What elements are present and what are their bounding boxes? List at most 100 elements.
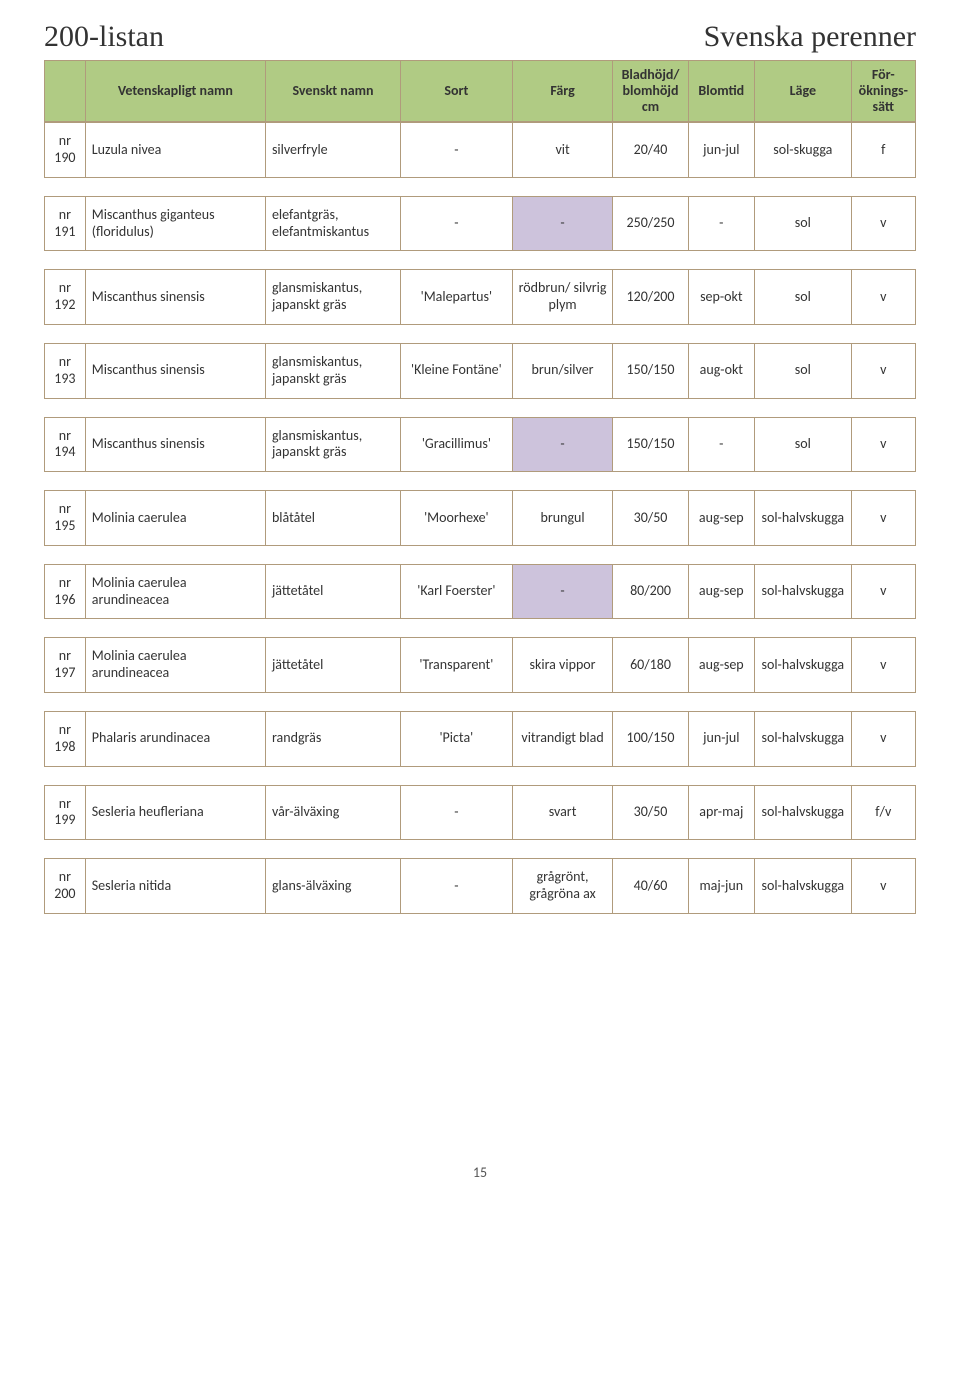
cell-sci: Molinia caerulea arundineacea [85, 564, 265, 619]
table-row: nr190Luzula niveasilverfryle-vit20/40jun… [44, 122, 916, 178]
cell-farg: grågrönt, grågröna ax [512, 859, 613, 914]
cell-sort: - [401, 785, 513, 840]
cell-farg: - [512, 564, 613, 619]
cell-sv: vår-älväxing [265, 785, 400, 840]
col-fok: För-öknings-sätt [851, 61, 915, 122]
cell-blom: aug-okt [688, 344, 755, 399]
cell-hojd: 30/50 [613, 491, 688, 546]
cell-fok: v [851, 859, 915, 914]
cell-blom: apr-maj [688, 785, 755, 840]
cell-lage: sol-halvskugga [755, 712, 852, 767]
cell-lage: sol-halvskugga [755, 859, 852, 914]
cell-fok: v [851, 270, 915, 325]
cell-nr: nr200 [45, 859, 86, 914]
col-hojd: Bladhöjd/blomhöjdcm [613, 61, 688, 122]
cell-nr: nr199 [45, 785, 86, 840]
cell-hojd: 120/200 [613, 270, 688, 325]
cell-lage: sol-skugga [755, 123, 852, 178]
cell-hojd: 60/180 [613, 638, 688, 693]
cell-sv: elefantgräs, elefantmiskantus [265, 196, 400, 251]
cell-fok: f/v [851, 785, 915, 840]
cell-hojd: 30/50 [613, 785, 688, 840]
cell-nr: nr197 [45, 638, 86, 693]
table-row: nr196Molinia caerulea arundineaceajättet… [44, 564, 916, 620]
cell-lage: sol-halvskugga [755, 638, 852, 693]
cell-nr: nr190 [45, 123, 86, 178]
cell-sci: Miscanthus sinensis [85, 344, 265, 399]
cell-blom: maj-jun [688, 859, 755, 914]
cell-sci: Sesleria nitida [85, 859, 265, 914]
cell-sci: Miscanthus sinensis [85, 270, 265, 325]
cell-fok: v [851, 564, 915, 619]
cell-sv: glansmiskantus, japanskt gräs [265, 344, 400, 399]
cell-hojd: 80/200 [613, 564, 688, 619]
cell-sv: silverfryle [265, 123, 400, 178]
cell-blom: - [688, 417, 755, 472]
cell-lage: sol [755, 344, 852, 399]
table-row: nr192Miscanthus sinensisglansmiskantus, … [44, 269, 916, 325]
cell-blom: jun-jul [688, 712, 755, 767]
table-row: nr199Sesleria heuflerianavår-älväxing-sv… [44, 785, 916, 841]
cell-farg: svart [512, 785, 613, 840]
cell-farg: vitrandigt blad [512, 712, 613, 767]
table-row: nr193Miscanthus sinensisglansmiskantus, … [44, 343, 916, 399]
cell-farg: skira vippor [512, 638, 613, 693]
col-sort: Sort [401, 61, 513, 122]
cell-farg: rödbrun/ silvrig plym [512, 270, 613, 325]
cell-fok: v [851, 712, 915, 767]
cell-farg: - [512, 196, 613, 251]
cell-sort: 'Malepartus' [401, 270, 513, 325]
cell-fok: v [851, 417, 915, 472]
cell-lage: sol [755, 270, 852, 325]
cell-fok: v [851, 491, 915, 546]
cell-sort: - [401, 123, 513, 178]
cell-lage: sol [755, 196, 852, 251]
cell-sv: glansmiskantus, japanskt gräs [265, 270, 400, 325]
col-farg: Färg [512, 61, 613, 122]
cell-sci: Sesleria heufleriana [85, 785, 265, 840]
cell-blom: jun-jul [688, 123, 755, 178]
col-blom: Blomtid [688, 61, 755, 122]
cell-blom: aug-sep [688, 638, 755, 693]
table-row: nr194Miscanthus sinensisglansmiskantus, … [44, 417, 916, 473]
table-row: nr191Miscanthus giganteus (floridulus)el… [44, 196, 916, 252]
cell-sort: 'Moorhexe' [401, 491, 513, 546]
cell-farg: - [512, 417, 613, 472]
cell-sort: 'Gracillimus' [401, 417, 513, 472]
table-row: nr197Molinia caerulea arundineaceajättet… [44, 637, 916, 693]
cell-blom: aug-sep [688, 564, 755, 619]
cell-sort: - [401, 196, 513, 251]
cell-farg: brun/silver [512, 344, 613, 399]
table-row: nr200Sesleria nitidaglans-älväxing-grågr… [44, 858, 916, 914]
cell-sv: glansmiskantus, japanskt gräs [265, 417, 400, 472]
cell-fok: v [851, 344, 915, 399]
cell-sci: Molinia caerulea [85, 491, 265, 546]
page-number: 15 [44, 1164, 916, 1181]
title-right: Svenska perenner [704, 20, 916, 54]
cell-sci: Luzula nivea [85, 123, 265, 178]
cell-nr: nr195 [45, 491, 86, 546]
page-titles: 200-listan Svenska perenner [44, 20, 916, 54]
cell-blom: aug-sep [688, 491, 755, 546]
col-sv: Svenskt namn [265, 61, 400, 122]
cell-hojd: 100/150 [613, 712, 688, 767]
table-row: nr195Molinia caeruleablåtåtel'Moorhexe'b… [44, 490, 916, 546]
cell-lage: sol-halvskugga [755, 491, 852, 546]
cell-lage: sol-halvskugga [755, 785, 852, 840]
cell-nr: nr196 [45, 564, 86, 619]
cell-farg: brungul [512, 491, 613, 546]
header-row: Vetenskapligt namn Svenskt namn Sort Fär… [45, 61, 916, 122]
cell-nr: nr192 [45, 270, 86, 325]
col-nr [45, 61, 86, 122]
cell-sci: Miscanthus sinensis [85, 417, 265, 472]
cell-nr: nr194 [45, 417, 86, 472]
cell-sort: 'Kleine Fontäne' [401, 344, 513, 399]
cell-lage: sol-halvskugga [755, 564, 852, 619]
cell-sci: Miscanthus giganteus (floridulus) [85, 196, 265, 251]
cell-sort: 'Picta' [401, 712, 513, 767]
title-left: 200-listan [44, 20, 164, 54]
table-row: nr198Phalaris arundinacearandgräs'Picta'… [44, 711, 916, 767]
cell-sci: Phalaris arundinacea [85, 712, 265, 767]
plant-table-header: Vetenskapligt namn Svenskt namn Sort Fär… [44, 60, 916, 122]
cell-hojd: 250/250 [613, 196, 688, 251]
